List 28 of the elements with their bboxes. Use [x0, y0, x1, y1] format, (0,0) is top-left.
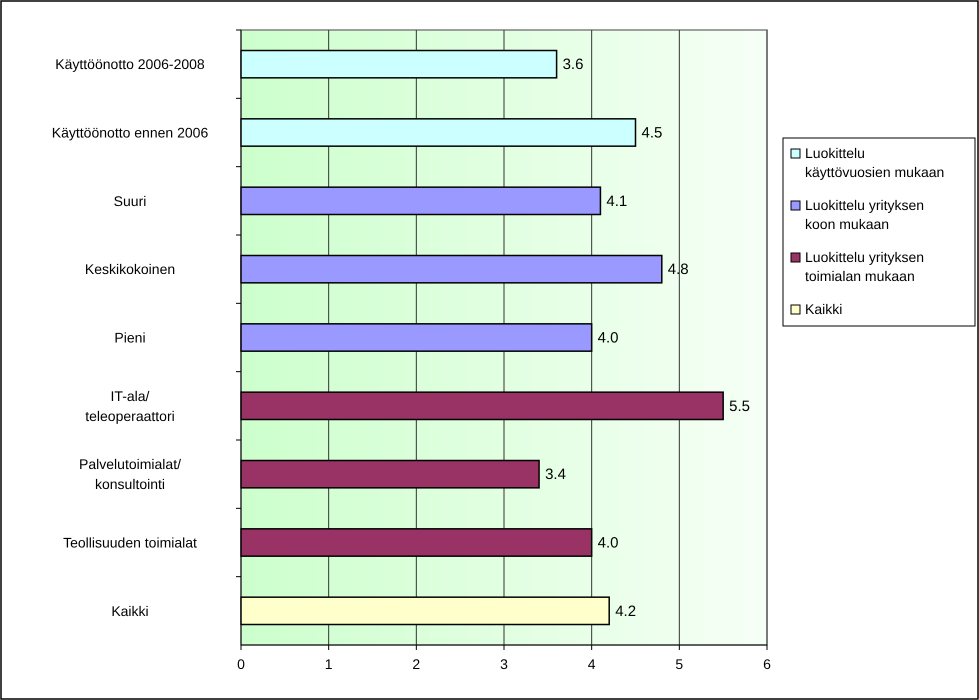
legend-label: Luokittelu yrityksen koon mukaan: [805, 197, 924, 232]
y-tick-label: Pieni: [114, 330, 146, 346]
y-tick-label: IT-ala/ teleoperaattori: [85, 388, 175, 424]
y-tick-label: Teollisuuden toimialat: [63, 534, 198, 550]
x-tick-label: 1: [324, 656, 333, 672]
data-label: 5.5: [729, 398, 750, 415]
legend-label: Kaikki: [805, 301, 842, 317]
data-label: 4.0: [598, 534, 619, 552]
data-label: 4.2: [615, 602, 636, 620]
data-label: 4.1: [606, 192, 628, 210]
legend-label: Luokittelu käyttövuosien mukaan: [805, 145, 944, 180]
y-tick-label: Palvelutoimialat/ konsultointi: [79, 456, 182, 492]
y-tick-label: Kaikki: [111, 602, 149, 619]
legend-label: Luokittelu yrityksen toimialan mukaan: [805, 249, 924, 284]
y-tick-label: Käyttöönotto 2006-2008: [55, 56, 205, 72]
data-label: 4.0: [598, 330, 619, 346]
x-tick-label: 5: [675, 656, 684, 672]
y-tick-label: Suuri: [114, 192, 146, 209]
y-tick-label: Käyttöönotto ennen 2006: [52, 124, 208, 140]
x-tick-label: 0: [237, 656, 246, 672]
x-tick-label: 4: [588, 656, 596, 672]
x-tick-label: 6: [763, 656, 772, 672]
data-label: 3.4: [545, 466, 566, 484]
y-tick-label: Keskikokoinen: [84, 261, 176, 278]
data-label: 3.6: [562, 56, 584, 74]
x-tick-label: 3: [500, 656, 508, 672]
x-tick-label: 2: [412, 656, 420, 672]
data-label: 4.5: [642, 124, 662, 142]
